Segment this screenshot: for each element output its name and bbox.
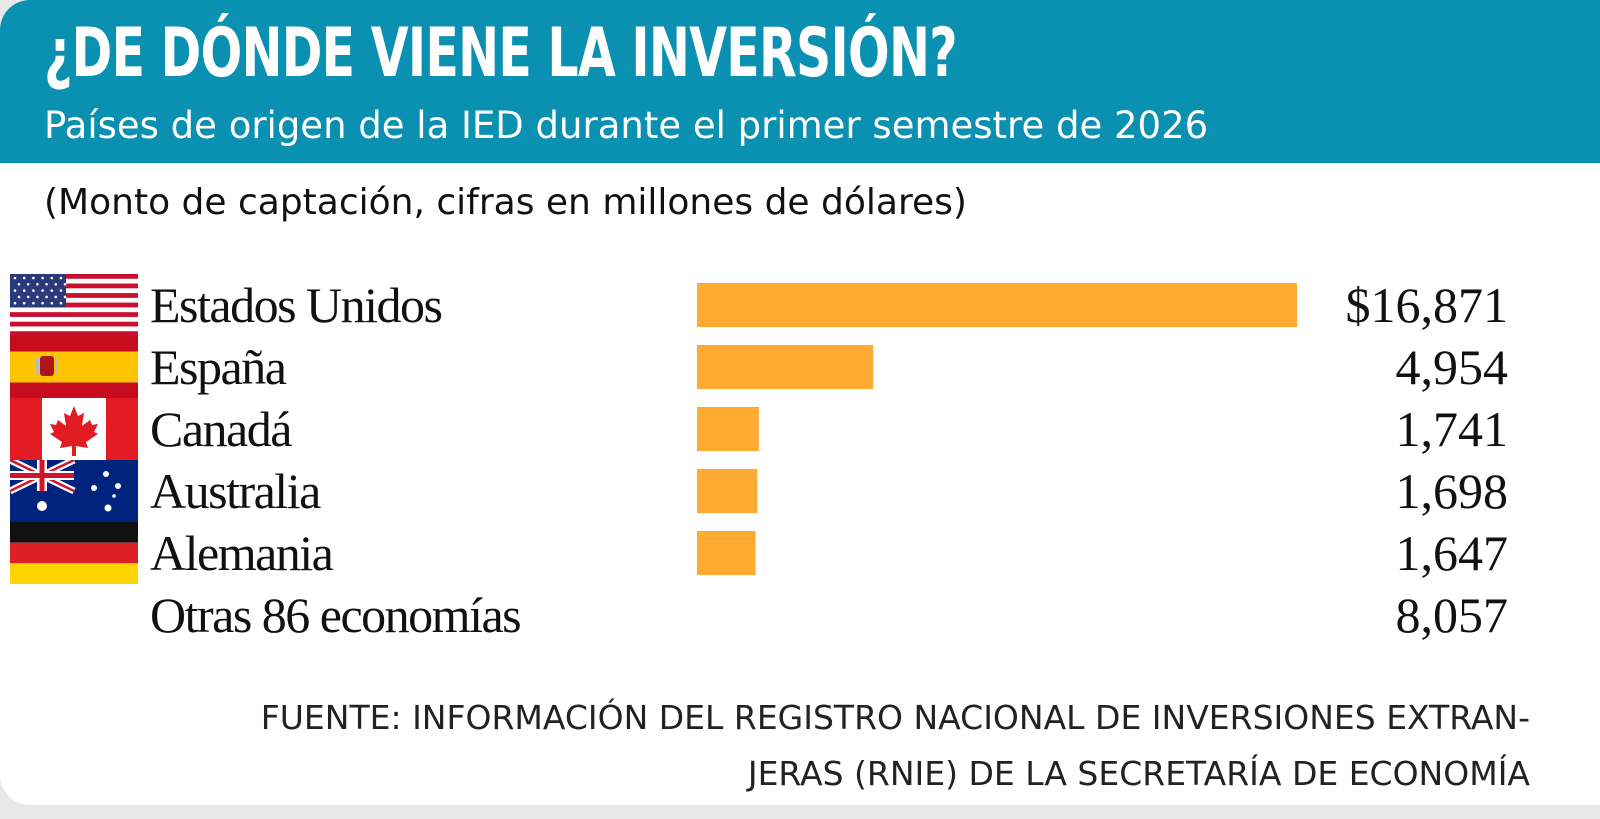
bar [697,469,758,513]
bar [697,531,756,575]
germany-flag-icon [10,522,138,584]
australia-flag-icon [10,460,138,522]
source-note: FUENTE: INFORMACIÓN DEL REGISTRO NACIONA… [30,690,1530,802]
bar [697,283,1297,327]
category-label: Alemania [150,525,334,581]
category-label: Canadá [150,401,292,457]
value-label: 1,647 [1396,525,1509,581]
bar [697,407,759,451]
page-subtitle: Países de origen de la IED durante el pr… [44,104,1209,147]
value-label: 4,954 [1396,339,1509,395]
canada-flag-icon [10,398,138,460]
chart-row: Estados Unidos $16,871 [10,274,1509,336]
chart-row: Canadá 1,741 [10,398,1508,460]
value-label: 8,057 [1396,587,1509,643]
chart-row: Australia 1,698 [10,460,1508,522]
category-label: España [150,339,287,395]
spain-flag-icon [10,336,138,398]
chart-row: España 4,954 [10,336,1508,398]
page-title: ¿DE DÓNDE VIENE LA INVERSIÓN? [44,14,958,93]
category-label: Australia [150,463,321,519]
chart-row: Alemania 1,647 [10,522,1509,584]
category-label: Estados Unidos [150,277,442,333]
bar [697,345,874,389]
value-label: $16,871 [1346,277,1509,333]
unit-note: (Monto de captación, cifras en millones … [44,182,967,223]
chart-row: Otras 86 economías 8,057 [150,587,1508,643]
source-line-1: FUENTE: INFORMACIÓN DEL REGISTRO NACIONA… [260,698,1530,737]
bar-chart: Estados Unidos $16,871 España 4,954 Canadá 1,… [10,274,1509,643]
usa-flag-icon [10,274,138,336]
category-label: Otras 86 economías [150,587,520,643]
source-line-2: JERAS (RNIE) DE LA SECRETARÍA DE ECONOMÍ… [747,754,1530,793]
value-label: 1,741 [1396,401,1509,457]
header-band: ¿DE DÓNDE VIENE LA INVERSIÓN? Países de … [0,0,1600,163]
value-label: 1,698 [1396,463,1509,519]
